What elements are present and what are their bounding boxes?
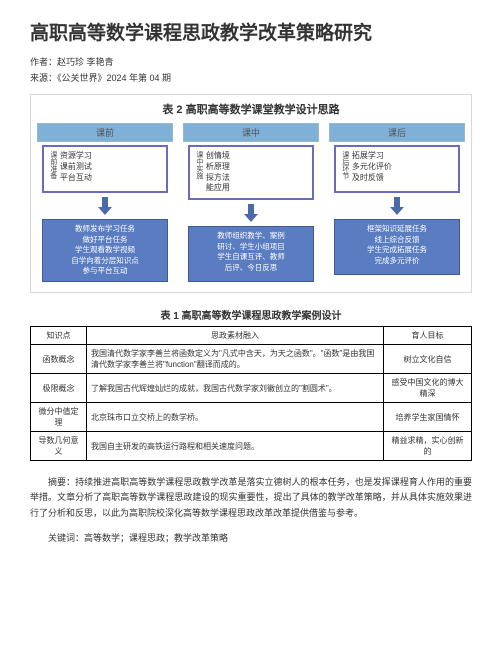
phase-top-box: 课中实施创情境析原理探方法能应用 [188, 145, 313, 200]
table-title: 表 1 高职高等数学课程思政教学案例设计 [30, 307, 472, 322]
phase-bottom-line: 完成多元评价 [339, 256, 454, 267]
phase-bottom-box: 教师发布学习任务做好平台任务学生观看教学视频自学向着分层知识点参与平台互动 [42, 219, 167, 282]
down-arrow-icon [98, 197, 112, 215]
phase-top-line: 拓展学习 [340, 151, 453, 162]
table-cell: 培养学生家国情怀 [384, 403, 472, 432]
down-arrow-icon [244, 204, 258, 222]
phase-head: 课前 [37, 123, 173, 142]
table-cell: 树立文化自信 [384, 345, 472, 374]
table-cell: 精益求精，实心创新的 [384, 432, 472, 461]
phase-column: 课前课前准备资源学习课前测试平台互动教师发布学习任务做好平台任务学生观看教学视频… [37, 123, 173, 282]
phase-bottom-line: 后评、今日反思 [193, 263, 308, 274]
table-cell: 我国自主研发的高铁运行路程和相关速度问题。 [87, 432, 384, 461]
phase-top-line: 探方法 [194, 173, 307, 184]
phase-top-line: 及时反馈 [340, 173, 453, 184]
source-line: 来源：《公关世界》2024 年第 04 期 [30, 71, 472, 84]
down-arrow-icon [390, 197, 404, 215]
phase-bottom-line: 教师组织教学、案例 [193, 231, 308, 242]
phase-bottom-box: 教师组织教学、案例研讨、学生小组项目学生自课互评、教师后评、今日反思 [188, 226, 313, 282]
phase-top-line: 资源学习 [48, 151, 161, 162]
phase-bottom-line: 学生观看教学视频 [47, 245, 162, 256]
table-cell: 极限概念 [31, 374, 87, 403]
phase-top-line: 创情境 [194, 151, 307, 162]
phase-bottom-line: 线上综合反馈 [339, 235, 454, 246]
table-cell: 微分中值定理 [31, 403, 87, 432]
phase-bottom-line: 教师发布学习任务 [47, 224, 162, 235]
phase-bottom-line: 做好平台任务 [47, 235, 162, 246]
page-title: 高职高等数学课程思政教学改革策略研究 [30, 18, 472, 45]
phase-top-line: 多元化评价 [340, 162, 453, 173]
table-cell: 感受中国文化的博大精深 [384, 374, 472, 403]
phase-bottom-line: 学生自课互评、教师 [193, 252, 308, 263]
phase-head: 课后 [329, 123, 465, 142]
table-row: 微分中值定理北京珠市口立交桥上的数学桥。培养学生家国情怀 [31, 403, 472, 432]
table-header: 育人目标 [384, 327, 472, 345]
table-cell: 导数几何意义 [31, 432, 87, 461]
phase-top-line: 平台互动 [48, 173, 161, 184]
phase-bottom-line: 自学向着分层知识点 [47, 256, 162, 267]
table-header: 思政素材融入 [87, 327, 384, 345]
phase-head: 课中 [183, 123, 319, 142]
table-row: 导数几何意义我国自主研发的高铁运行路程和相关速度问题。精益求精，实心创新的 [31, 432, 472, 461]
abstract: 摘要：持续推进高职高等数学课程思政教学改革是落实立德树人的根本任务，也是发挥课程… [30, 475, 472, 521]
table-header: 知识点 [31, 327, 87, 345]
diagram-title: 表 2 高职高等数学课堂教学设计思路 [37, 101, 465, 117]
table-cell: 了解我国古代辉煌灿烂的成就，我国古代数学家刘徽创立的"割圆术"。 [87, 374, 384, 403]
phase-top-box: 课前准备资源学习课前测试平台互动 [42, 145, 167, 193]
table-cell: 我国清代数学家李善兰将函数定义为"凡式中含天，为天之函数"。"函数"是由我国清代… [87, 345, 384, 374]
phase-bottom-line: 参与平台互动 [47, 266, 162, 277]
table-cell: 函数概念 [31, 345, 87, 374]
phase-top-box: 课后环节拓展学习多元化评价及时反馈 [334, 145, 459, 193]
phase-bottom-line: 框架知识延展任务 [339, 224, 454, 235]
diagram-container: 表 2 高职高等数学课堂教学设计思路 课前课前准备资源学习课前测试平台互动教师发… [30, 94, 472, 293]
keywords: 关键词：高等数学；课程思政；教学改革策略 [30, 531, 472, 544]
author-line: 作者：赵巧珍 李艳青 [30, 55, 472, 68]
phase-top-line: 析原理 [194, 162, 307, 173]
table-row: 极限概念了解我国古代辉煌灿烂的成就，我国古代数学家刘徽创立的"割圆术"。感受中国… [31, 374, 472, 403]
phase-bottom-box: 框架知识延展任务线上综合反馈学生完成拓展任务完成多元评价 [334, 219, 459, 275]
table-row: 函数概念我国清代数学家李善兰将函数定义为"凡式中含天，为天之函数"。"函数"是由… [31, 345, 472, 374]
phase-column: 课中课中实施创情境析原理探方法能应用教师组织教学、案例研讨、学生小组项目学生自课… [183, 123, 319, 282]
phase-bottom-line: 研讨、学生小组项目 [193, 242, 308, 253]
phase-top-line: 能应用 [194, 183, 307, 194]
phase-bottom-line: 学生完成拓展任务 [339, 245, 454, 256]
phase-side-label: 课后环节 [340, 151, 349, 187]
phase-side-label: 课前准备 [48, 151, 57, 187]
case-table: 知识点思政素材融入育人目标 函数概念我国清代数学家李善兰将函数定义为"凡式中含天… [30, 326, 472, 461]
phase-top-line: 课前测试 [48, 162, 161, 173]
phase-side-label: 课中实施 [194, 151, 203, 187]
table-cell: 北京珠市口立交桥上的数学桥。 [87, 403, 384, 432]
phase-column: 课后课后环节拓展学习多元化评价及时反馈框架知识延展任务线上综合反馈学生完成拓展任… [329, 123, 465, 282]
